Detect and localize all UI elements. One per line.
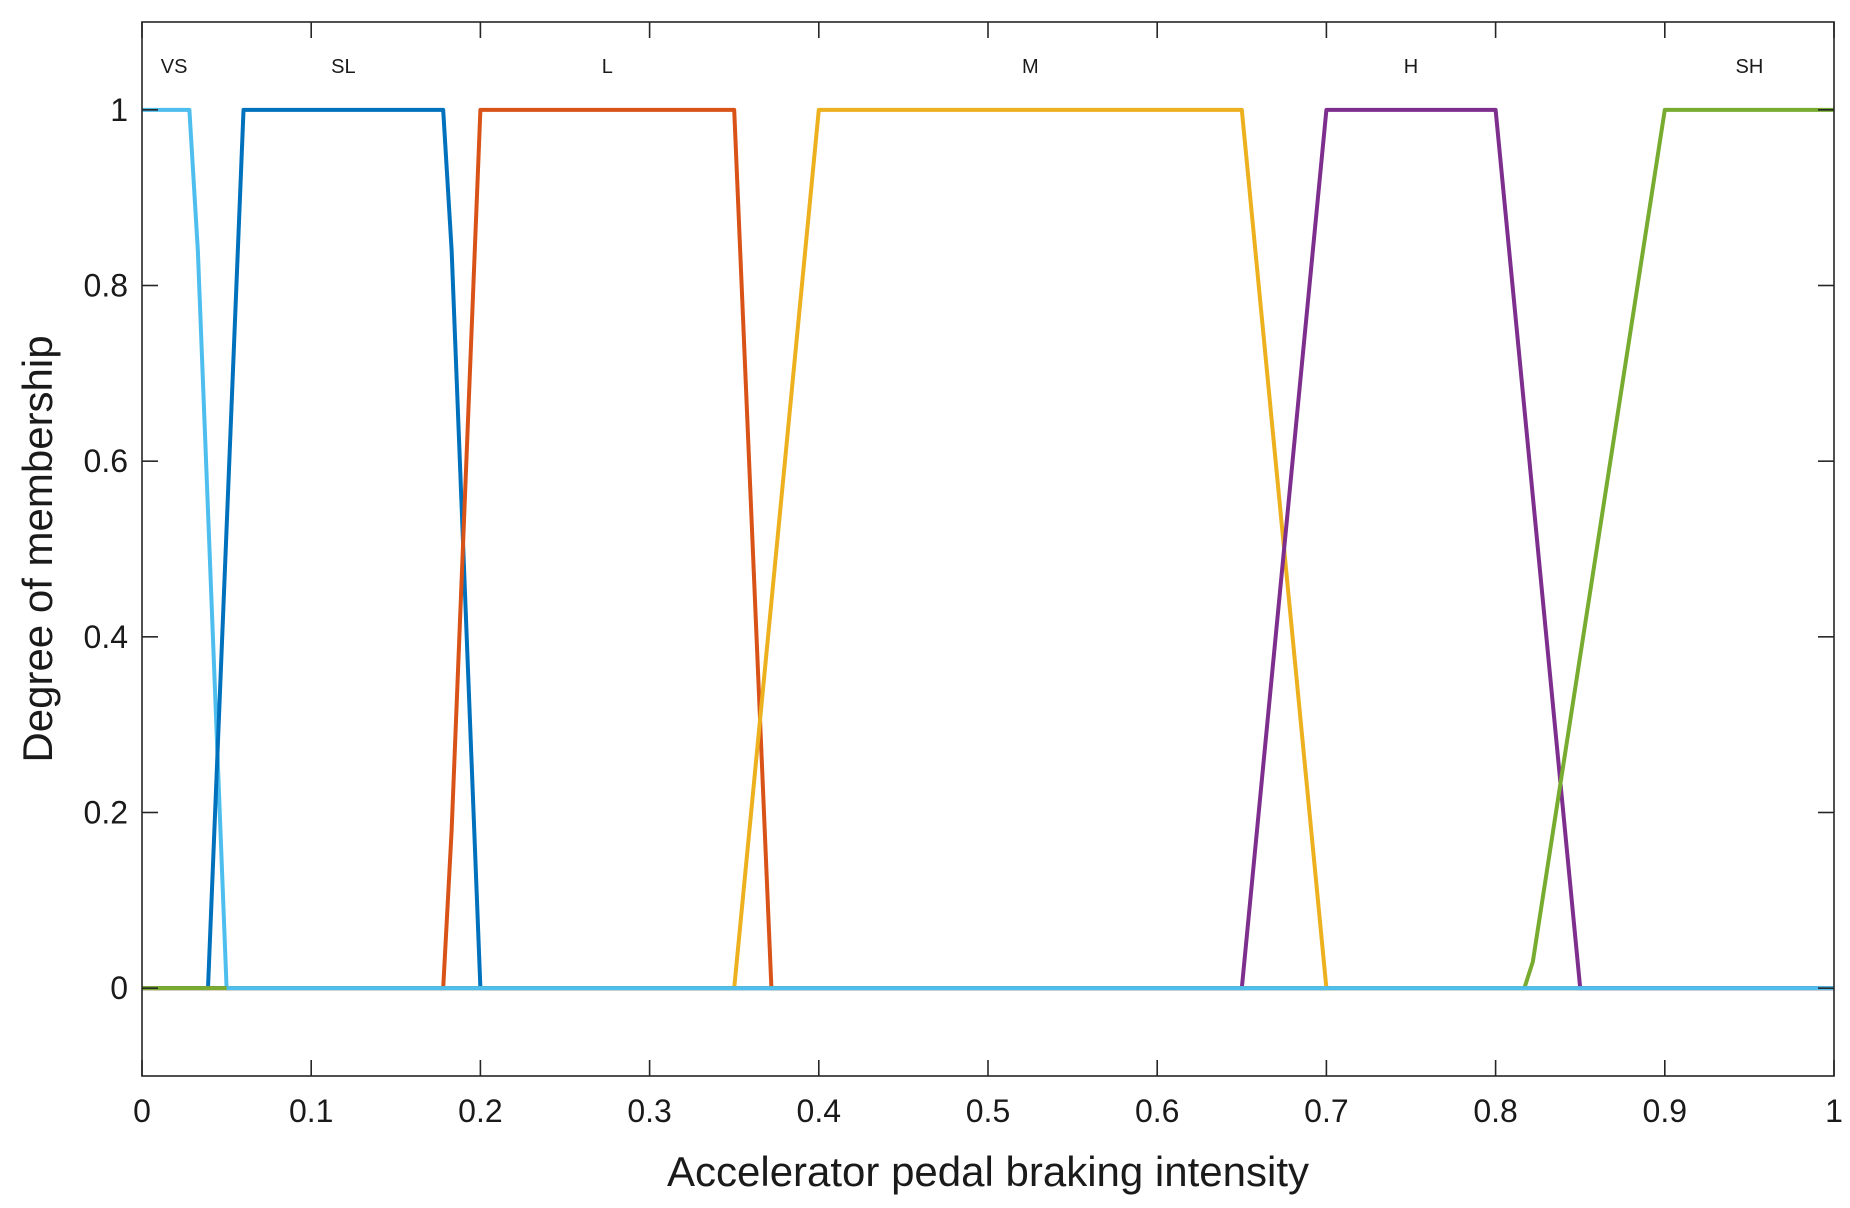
x-tick-label: 0.4 [797,1093,841,1129]
mf-label-l: L [602,56,613,78]
x-tick-label: 0 [133,1093,151,1129]
y-tick-label: 0.2 [84,795,128,831]
y-tick-label: 1 [110,92,128,128]
x-axis-title: Accelerator pedal braking intensity [667,1148,1309,1195]
y-axis-title: Degree of membership [14,335,61,762]
x-tick-label: 0.1 [289,1093,333,1129]
mf-label-sh: SH [1736,56,1764,78]
x-tick-label: 0.5 [966,1093,1010,1129]
y-tick-label: 0.8 [84,268,128,304]
mf-label-h: H [1404,56,1418,78]
x-tick-label: 0.7 [1304,1093,1348,1129]
x-tick-label: 1 [1825,1093,1843,1129]
mf-label-vs: VS [161,56,188,78]
y-tick-label: 0.4 [84,619,128,655]
y-tick-label: 0 [110,970,128,1006]
y-tick-label: 0.6 [84,443,128,479]
mf-label-m: M [1022,56,1039,78]
mf-label-sl: SL [331,56,355,78]
x-tick-label: 0.9 [1643,1093,1687,1129]
x-tick-label: 0.6 [1135,1093,1179,1129]
x-tick-label: 0.2 [458,1093,502,1129]
x-tick-label: 0.3 [627,1093,671,1129]
plot-area [142,22,1834,1076]
x-tick-label: 0.8 [1473,1093,1517,1129]
